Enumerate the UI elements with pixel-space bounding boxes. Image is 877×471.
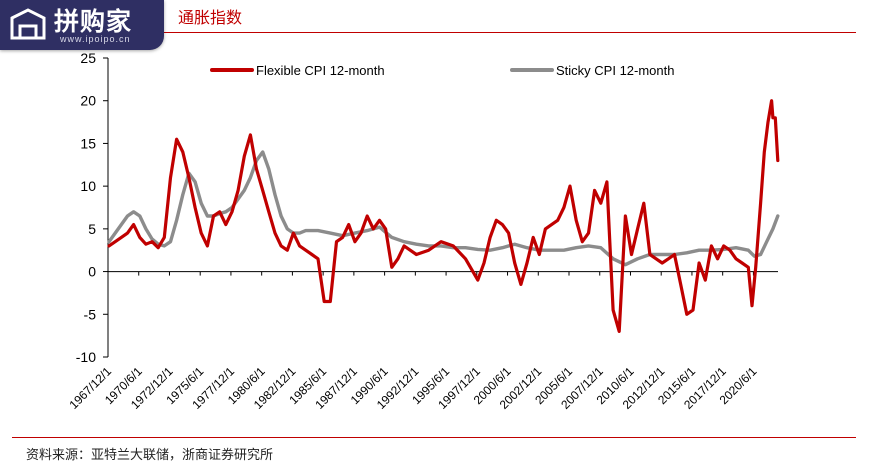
source-note: 资料来源：亚特兰大联储，浙商证券研究所 bbox=[26, 448, 274, 463]
figure-title: 通胀指数 bbox=[178, 8, 243, 27]
sticky-cpi-line bbox=[107, 150, 780, 267]
y-tick-label: -10 bbox=[76, 349, 96, 365]
chart-legend: Flexible CPI 12-month Sticky CPI 12-month bbox=[210, 63, 675, 78]
title-divider bbox=[12, 32, 856, 33]
series-layer bbox=[107, 99, 780, 333]
logo-icon bbox=[10, 8, 46, 40]
y-tick-label: 5 bbox=[88, 221, 96, 237]
y-tick-label: 20 bbox=[80, 93, 96, 109]
logo-watermark: 拼购家 www.ipoipo.cn bbox=[0, 0, 164, 50]
footer-divider bbox=[12, 437, 856, 438]
y-tick-label: -5 bbox=[84, 306, 97, 322]
y-tick-label: 25 bbox=[80, 50, 96, 66]
title-bar: 通胀指数 bbox=[0, 0, 877, 34]
x-tick-label: 1967/12/1 bbox=[66, 364, 114, 412]
flexible-cpi-line bbox=[107, 99, 780, 333]
logo-url: www.ipoipo.cn bbox=[60, 34, 131, 44]
legend-label-sticky: Sticky CPI 12-month bbox=[556, 63, 675, 78]
y-tick-label: 15 bbox=[80, 135, 96, 151]
legend-label-flexible: Flexible CPI 12-month bbox=[256, 63, 385, 78]
y-tick-label: 0 bbox=[88, 264, 96, 280]
y-tick-label: 10 bbox=[80, 178, 96, 194]
logo-text: 拼购家 bbox=[54, 7, 133, 36]
